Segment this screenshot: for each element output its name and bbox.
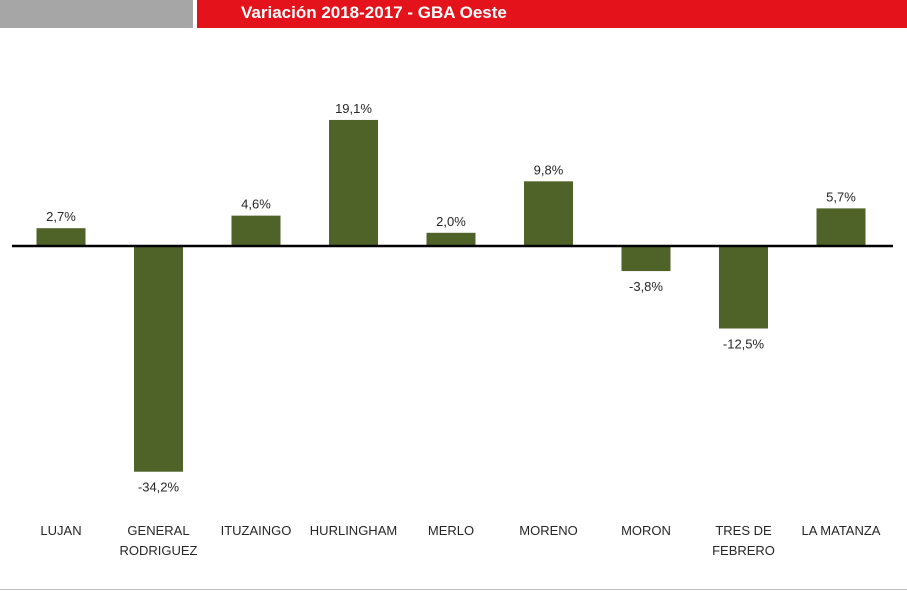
header-red-banner [197, 0, 907, 28]
bar [134, 246, 183, 472]
category-label: GENERAL RODRIGUEZ [120, 523, 198, 558]
category-label: MERLO [428, 523, 474, 538]
bottom-divider [0, 589, 907, 590]
header-gray-block [0, 0, 193, 28]
data-label: 2,7% [46, 209, 76, 224]
bar [231, 215, 281, 246]
data-label: 5,7% [826, 189, 856, 204]
category-label: ITUZAINGO [221, 523, 292, 538]
category-label: TRES DE FEBRERO [712, 523, 775, 558]
data-label: -12,5% [723, 337, 765, 352]
bar [719, 246, 768, 329]
category-label: MORON [621, 523, 671, 538]
category-label: LUJAN [40, 523, 81, 538]
bar [426, 232, 476, 246]
data-label: 4,6% [241, 197, 271, 212]
bar [329, 119, 378, 246]
category-label: LA MATANZA [802, 523, 881, 538]
bar [621, 246, 671, 272]
data-label: -34,2% [138, 480, 180, 495]
bar [816, 208, 866, 246]
category-label: HURLINGHAM [310, 523, 397, 538]
chart-title: Variación 2018-2017 - GBA Oeste [241, 3, 507, 22]
category-label: MORENO [519, 523, 578, 538]
data-label: 2,0% [436, 214, 466, 229]
data-label: 19,1% [335, 101, 372, 116]
bar [524, 181, 573, 246]
data-label: 9,8% [534, 162, 564, 177]
data-label: -3,8% [629, 279, 663, 294]
bar [36, 228, 86, 246]
